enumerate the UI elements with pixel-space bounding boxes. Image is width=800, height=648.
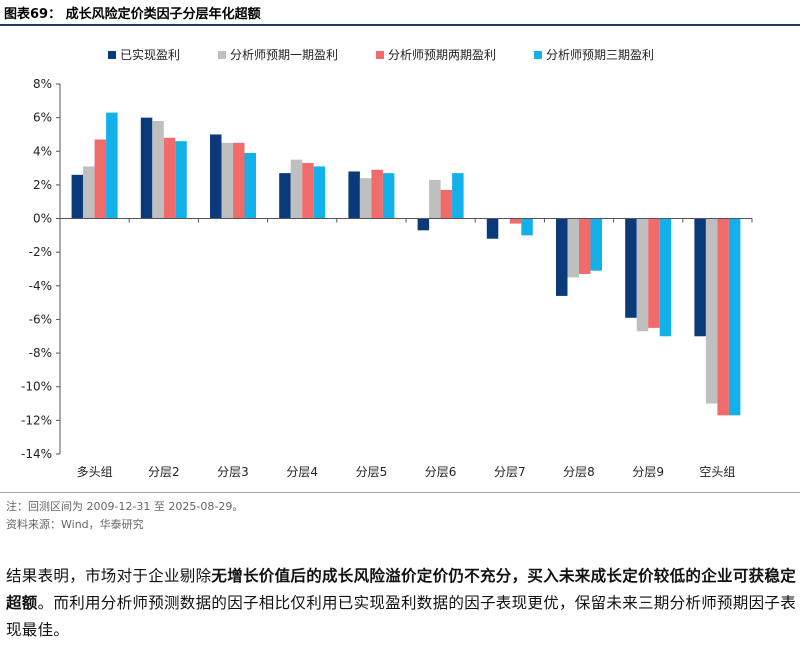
x-tick-label: 分层7 [494, 465, 526, 479]
bar [440, 189, 453, 219]
conclusion-paragraph: 结果表明，市场对于企业剔除无增长价值后的成长风险溢价定价仍不充分，买入未来成长定… [6, 563, 796, 644]
bar [556, 218, 568, 296]
bar [486, 218, 499, 239]
bar [210, 134, 222, 219]
bar [382, 173, 395, 219]
bar [279, 173, 291, 219]
x-tick-label: 多头组 [77, 465, 113, 479]
bar [348, 171, 360, 219]
bar [579, 218, 591, 275]
bar [140, 117, 153, 219]
y-tick-label: -4% [29, 279, 52, 293]
bar [659, 218, 672, 337]
figure-title: 图表69： 成长风险定价类因子分层年化超额 [4, 7, 261, 22]
paragraph-text-1: 结果表明，市场对于企业剔除 [6, 567, 212, 585]
legend-label: 分析师预期一期盈利 [230, 48, 338, 62]
legend-swatch [108, 51, 116, 59]
y-tick-label: -12% [21, 413, 52, 427]
y-tick-label: -14% [21, 447, 52, 461]
bar [233, 142, 245, 219]
bar-chart: 已实现盈利 分析师预期一期盈利 分析师预期两期盈利 分析师预期三期盈利 8% 6% 4% 2%… [21, 47, 753, 479]
bar [429, 179, 441, 219]
x-tick-label: 分层5 [356, 465, 388, 479]
bar [244, 152, 256, 219]
bar [590, 218, 602, 271]
y-tick-label: 0% [33, 212, 52, 226]
bar [290, 159, 303, 219]
bar [71, 174, 84, 219]
bar [567, 218, 579, 278]
bar [636, 218, 649, 332]
bar [509, 218, 522, 224]
legend-swatch [376, 51, 384, 59]
bar [94, 139, 107, 219]
figure-header: 图表69： 成长风险定价类因子分层年化超额 [0, 0, 800, 26]
bar [175, 141, 187, 219]
bar [694, 218, 706, 337]
bar [106, 112, 118, 219]
x-tick-label: 分层6 [425, 465, 457, 479]
y-tick-label: 2% [33, 178, 52, 192]
y-tick-label: -2% [29, 245, 52, 259]
bar [83, 166, 95, 219]
legend-swatch [218, 51, 226, 59]
x-tick-label: 分层3 [217, 465, 249, 479]
bar [371, 169, 383, 219]
y-tick-label: -6% [29, 312, 52, 326]
paragraph-text-2: 。而利用分析师预测数据的因子相比仅利用已实现盈利数据的因子表现更优，保留未来三期… [6, 594, 797, 639]
x-tick-label: 分层4 [286, 465, 318, 479]
x-tick-label: 分层2 [148, 465, 180, 479]
backtest-note: 注：回测区间为 2009-12-31 至 2025-08-29。 [6, 500, 244, 513]
bar [313, 166, 326, 219]
paragraph-bold-text: 无增长价值后的成长风险溢价定价仍不充分，买入未来成长定价较低的企业可获稳定超额 [6, 567, 797, 612]
bar [302, 163, 314, 219]
legend-label: 分析师预期两期盈利 [388, 48, 496, 62]
y-tick-label: -10% [21, 380, 52, 394]
title-divider [0, 24, 800, 26]
bar [417, 218, 430, 231]
bar [705, 218, 718, 404]
bar [728, 218, 741, 416]
legend-label: 已实现盈利 [120, 47, 180, 62]
x-tick-label: 空头组 [699, 465, 735, 479]
bar [648, 218, 660, 328]
bar [717, 218, 729, 416]
y-tick-label: 8% [33, 77, 52, 91]
y-tick-label: 4% [33, 144, 52, 158]
bar [359, 178, 372, 219]
bar [221, 142, 233, 219]
y-tick-label: 6% [33, 111, 52, 125]
x-tick-label: 分层9 [632, 465, 664, 479]
legend-swatch [534, 51, 542, 59]
legend-label: 分析师预期三期盈利 [546, 48, 654, 62]
bar [163, 137, 176, 219]
x-tick-label: 分层8 [563, 465, 595, 479]
bar [521, 218, 533, 236]
footer-divider [0, 492, 800, 493]
bar [152, 121, 164, 219]
source-note: 资料来源：Wind，华泰研究 [6, 518, 144, 531]
y-tick-label: -8% [29, 346, 52, 360]
bar [625, 218, 637, 318]
bar [452, 173, 464, 219]
